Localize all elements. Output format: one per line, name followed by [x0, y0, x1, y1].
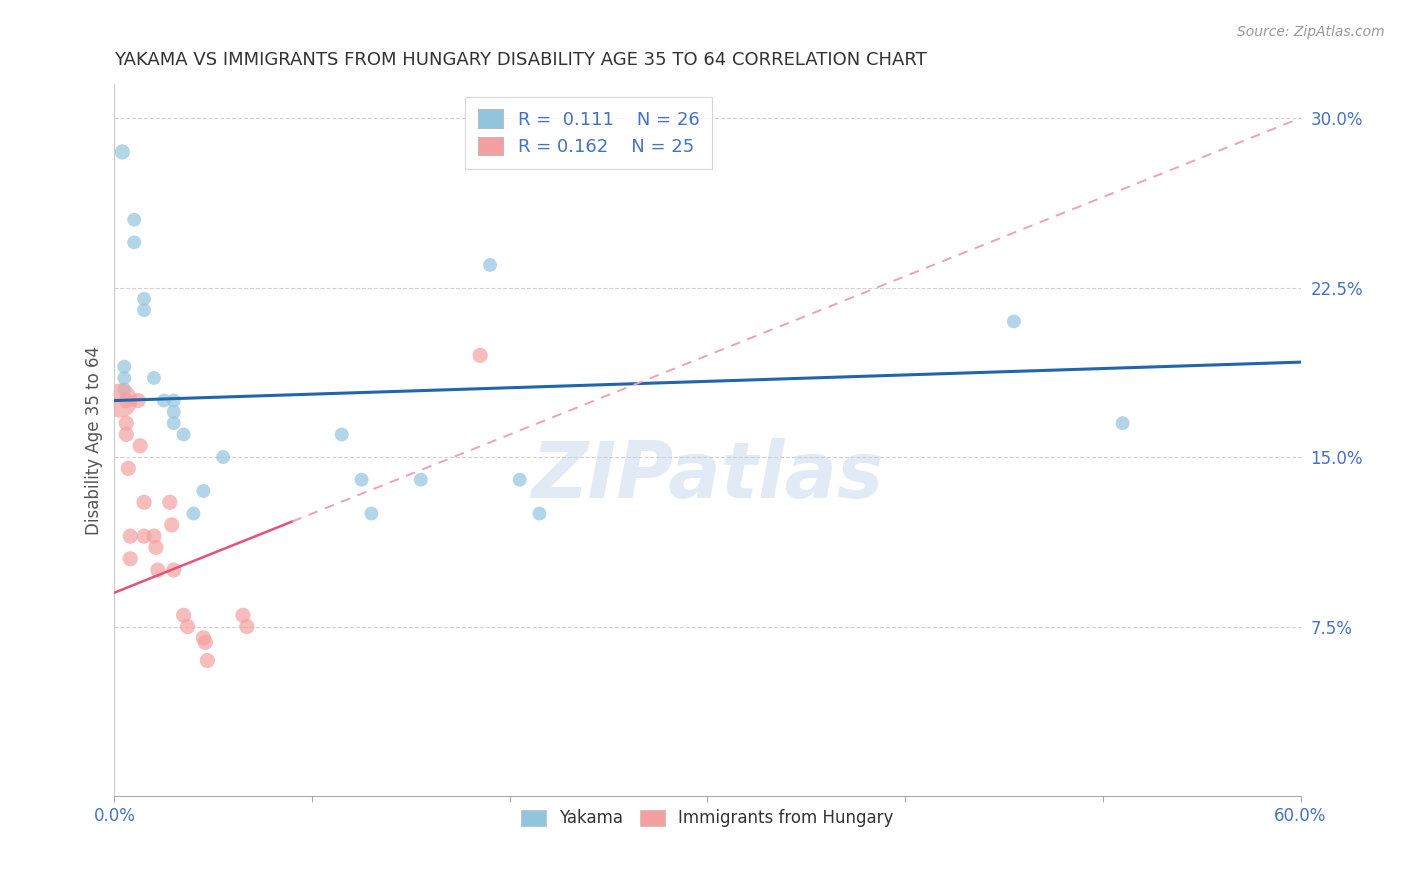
- Point: [129, 439, 152, 453]
- Point: [117, 461, 139, 475]
- Point: [409, 473, 432, 487]
- Point: [529, 507, 551, 521]
- Point: [509, 473, 531, 487]
- Point: [360, 507, 382, 521]
- Point: [468, 348, 491, 362]
- Text: ZIPatlas: ZIPatlas: [531, 438, 883, 514]
- Point: [122, 212, 145, 227]
- Point: [163, 393, 186, 408]
- Point: [112, 371, 135, 385]
- Legend: Yakama, Immigrants from Hungary: Yakama, Immigrants from Hungary: [515, 803, 900, 834]
- Point: [153, 393, 176, 408]
- Point: [115, 416, 138, 430]
- Point: [112, 359, 135, 374]
- Point: [160, 517, 183, 532]
- Point: [127, 393, 149, 408]
- Point: [142, 371, 165, 385]
- Point: [479, 258, 502, 272]
- Point: [110, 393, 132, 408]
- Point: [132, 495, 155, 509]
- Point: [232, 608, 254, 623]
- Point: [173, 427, 195, 442]
- Point: [111, 145, 134, 159]
- Point: [115, 427, 138, 442]
- Point: [330, 427, 353, 442]
- Point: [194, 635, 217, 649]
- Point: [120, 551, 142, 566]
- Point: [1111, 416, 1133, 430]
- Point: [193, 483, 215, 498]
- Point: [132, 303, 155, 318]
- Point: [145, 541, 167, 555]
- Point: [132, 292, 155, 306]
- Point: [163, 405, 186, 419]
- Point: [159, 495, 181, 509]
- Point: [193, 631, 215, 645]
- Point: [212, 450, 235, 464]
- Point: [122, 235, 145, 250]
- Point: [176, 619, 198, 633]
- Y-axis label: Disability Age 35 to 64: Disability Age 35 to 64: [86, 345, 103, 534]
- Point: [146, 563, 169, 577]
- Point: [195, 653, 218, 667]
- Point: [173, 608, 195, 623]
- Point: [183, 507, 205, 521]
- Point: [350, 473, 373, 487]
- Point: [115, 393, 138, 408]
- Point: [1002, 314, 1025, 328]
- Point: [120, 529, 142, 543]
- Point: [236, 619, 259, 633]
- Point: [142, 529, 165, 543]
- Point: [112, 382, 135, 396]
- Text: Source: ZipAtlas.com: Source: ZipAtlas.com: [1237, 25, 1385, 39]
- Point: [163, 563, 186, 577]
- Point: [163, 416, 186, 430]
- Point: [132, 529, 155, 543]
- Text: YAKAMA VS IMMIGRANTS FROM HUNGARY DISABILITY AGE 35 TO 64 CORRELATION CHART: YAKAMA VS IMMIGRANTS FROM HUNGARY DISABI…: [114, 51, 927, 69]
